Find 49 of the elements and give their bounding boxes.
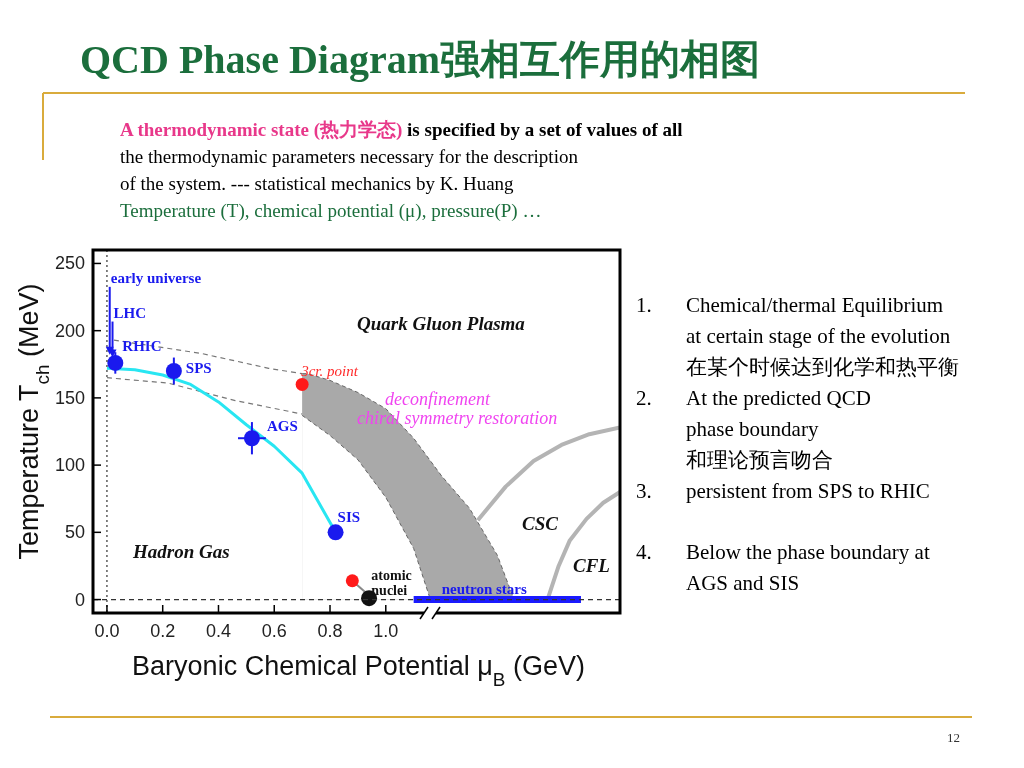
annotation: atomic nuclei <box>371 567 412 598</box>
annotation: RHIC <box>122 337 162 354</box>
annotation: neutron stars <box>441 580 527 597</box>
x-axis-title: Baryonic Chemical Potential μ$_{B}$ (GeV) <box>132 651 585 690</box>
text: 4. <box>636 540 652 564</box>
annotation: deconfinement <box>385 389 491 409</box>
annotation: CSC <box>522 513 559 534</box>
x-tick-label: 0.2 <box>150 621 176 641</box>
x-tick-label: 0.0 <box>94 621 120 641</box>
y-tick-label: 100 <box>54 455 85 476</box>
text: Below the phase boundary at AGS and SIS <box>686 540 930 595</box>
y-tick-label: 150 <box>54 387 85 408</box>
text: A thermodynamic state (热力学态) <box>120 119 403 141</box>
line-series <box>113 339 303 375</box>
y-tick-label: 250 <box>54 253 85 274</box>
point <box>107 354 124 371</box>
point <box>243 430 260 447</box>
point <box>345 574 359 588</box>
x-tick-label: 0.4 <box>205 621 231 641</box>
x-tick-label: 1.0 <box>373 621 399 641</box>
text: 2. <box>636 386 652 410</box>
point <box>165 363 182 379</box>
y-tick-label: 200 <box>54 320 85 341</box>
text: 3. <box>636 479 652 503</box>
text: persistent from SPS to RHIC <box>686 479 930 503</box>
x-tick-label: 0.6 <box>261 621 287 641</box>
y-tick-label: 50 <box>64 522 85 543</box>
annotation: Quark Gluon Plasma <box>357 313 526 334</box>
point <box>327 524 344 541</box>
annotation: early universe <box>110 269 202 286</box>
line-series <box>106 377 303 415</box>
annotation: 3cr. point <box>300 363 359 380</box>
text: 1. <box>636 293 652 317</box>
y-tick-label: 0 <box>74 589 85 610</box>
annotation: CFL <box>573 555 610 576</box>
text: the thermodynamic parameters necessary for the description <box>120 146 579 167</box>
text: of the system. --- statistical mechanics by K. Huang <box>120 173 515 194</box>
point <box>295 377 309 391</box>
chart-title: QCD Phase Diagram强相互作用的相图 <box>80 37 760 82</box>
x-tick-label: 0.8 <box>317 621 343 641</box>
text: 12 <box>947 730 960 745</box>
text: is specified by a set of values of all <box>402 119 683 140</box>
annotation: LHC <box>113 304 147 321</box>
text: Chemical/thermal Equilibrium at certain stage of the evolution 在某个时候达到化学和热平衡 <box>686 293 959 379</box>
annotation: SPS <box>185 360 212 376</box>
annotation: SIS <box>337 509 361 526</box>
annotation: AGS <box>266 418 298 435</box>
text: Temperature (T), chemical potential (μ), pressure(P) … <box>120 200 542 222</box>
annotation: Hadron Gas <box>132 541 230 562</box>
